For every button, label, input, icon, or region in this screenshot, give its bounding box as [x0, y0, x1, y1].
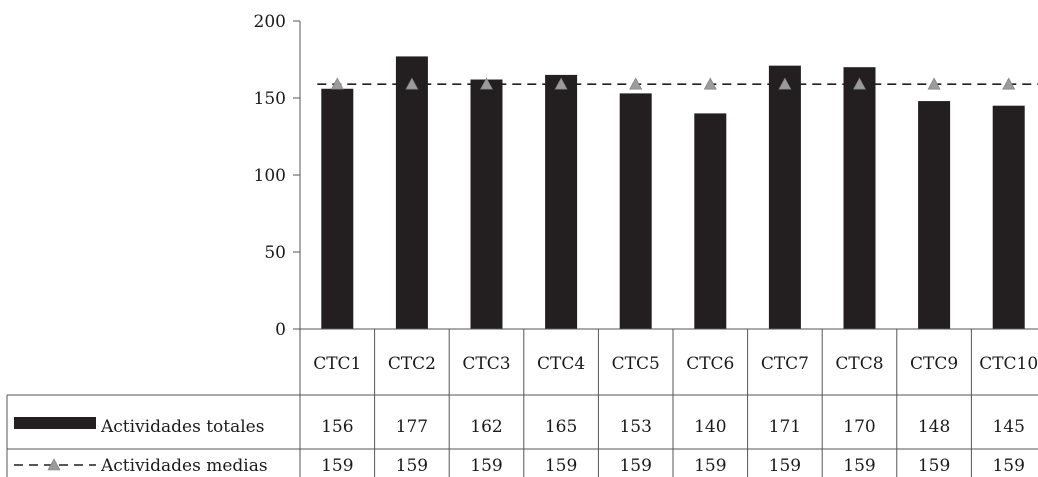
bar [843, 67, 876, 329]
x-tick-label: CTC8 [835, 354, 883, 374]
legend-label-total: Actividades totales [100, 417, 264, 437]
y-tick-label: 200 [254, 12, 286, 32]
bar [321, 88, 354, 329]
average-point [703, 77, 717, 90]
data-label-total: 177 [396, 417, 428, 437]
x-tick-label: CTC5 [612, 354, 660, 374]
data-label-total: 140 [694, 417, 726, 437]
bar [470, 79, 503, 330]
average-point [1002, 77, 1016, 90]
x-tick-label: CTC6 [686, 354, 734, 374]
data-label-total: 162 [470, 417, 502, 437]
axes: 0 50 100 150 200 [254, 12, 301, 340]
average-point [330, 77, 344, 90]
x-tick-label: CTC4 [537, 354, 585, 374]
x-tick-label: CTC2 [388, 354, 436, 374]
data-label-average: 159 [545, 456, 577, 476]
data-label-total: 170 [843, 417, 875, 437]
data-label-average: 159 [470, 456, 502, 476]
bar [545, 74, 578, 330]
bar [768, 65, 801, 329]
data-label-average: 159 [843, 456, 875, 476]
data-label-average: 159 [619, 456, 651, 476]
legend-bar-swatch [14, 417, 96, 429]
bar [694, 113, 727, 330]
legend-triangle-marker [47, 458, 61, 471]
y-tick-label: 150 [254, 89, 286, 109]
bar [992, 105, 1025, 329]
average-point [778, 77, 792, 90]
x-tick-label: CTC3 [462, 354, 510, 374]
x-tick-label: CTC9 [910, 354, 958, 374]
average-line [317, 77, 1038, 90]
data-label-average: 159 [769, 456, 801, 476]
average-point [927, 77, 941, 90]
bars [321, 56, 1025, 330]
bar [918, 101, 951, 329]
data-label-average: 159 [396, 456, 428, 476]
average-point [554, 77, 568, 90]
data-label-total: 165 [545, 417, 577, 437]
average-point [629, 77, 643, 90]
data-label-average: 159 [918, 456, 950, 476]
data-label-average: 159 [321, 456, 353, 476]
bar [619, 93, 652, 329]
data-label-total: 156 [321, 417, 353, 437]
data-label-total: 153 [619, 417, 651, 437]
data-label-average: 159 [992, 456, 1024, 476]
legend-label-average: Actividades medias [100, 456, 268, 476]
x-tick-label: CTC7 [761, 354, 809, 374]
data-label-total: 148 [918, 417, 950, 437]
y-tick-label: 0 [275, 320, 286, 340]
average-point [852, 77, 867, 90]
bar [395, 56, 428, 330]
y-tick-label: 50 [264, 243, 286, 263]
average-point [479, 77, 494, 90]
data-label-average: 159 [694, 456, 726, 476]
data-label-total: 145 [992, 417, 1024, 437]
data-label-total: 171 [769, 417, 801, 437]
data-table: CTC1 CTC2 CTC3 CTC4 CTC5 CTC6 CTC7 CTC8 CTC9 CTC1… [6, 328, 1038, 477]
x-tick-label: CTC1 [313, 354, 361, 374]
x-tick-label: CTC10 [979, 354, 1038, 374]
y-tick-label: 100 [254, 166, 286, 186]
average-point [405, 77, 419, 90]
